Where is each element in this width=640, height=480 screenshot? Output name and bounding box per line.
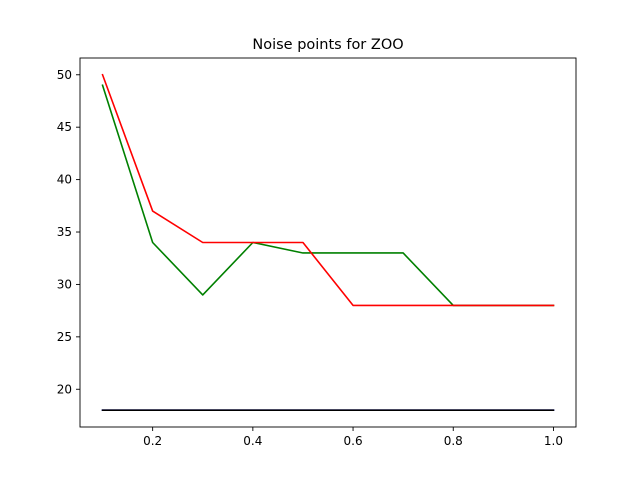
y-tick-label: 20	[57, 382, 72, 396]
y-tick-label: 25	[57, 330, 72, 344]
x-axis: 0.2 0.4 0.6 0.8 1.0	[143, 427, 563, 448]
x-tick-label: 0.6	[344, 434, 363, 448]
y-tick-label: 35	[57, 225, 72, 239]
chart-title: Noise points for ZOO	[252, 37, 403, 53]
x-tick-label: 1.0	[544, 434, 563, 448]
y-tick-label: 45	[57, 120, 72, 134]
x-tick-label: 0.8	[444, 434, 463, 448]
series-line-3	[101, 84, 555, 307]
x-tick-label: 0.2	[143, 434, 162, 448]
y-tick-label: 30	[57, 277, 72, 291]
y-tick-label: 50	[57, 68, 72, 82]
y-axis: 20 25 30 35 40 45 50	[57, 68, 80, 396]
plot-area-frame	[79, 57, 577, 428]
x-tick-label: 0.4	[243, 434, 262, 448]
y-tick-label: 40	[57, 173, 72, 187]
series-layer	[101, 73, 555, 412]
series-line-4	[101, 73, 555, 307]
